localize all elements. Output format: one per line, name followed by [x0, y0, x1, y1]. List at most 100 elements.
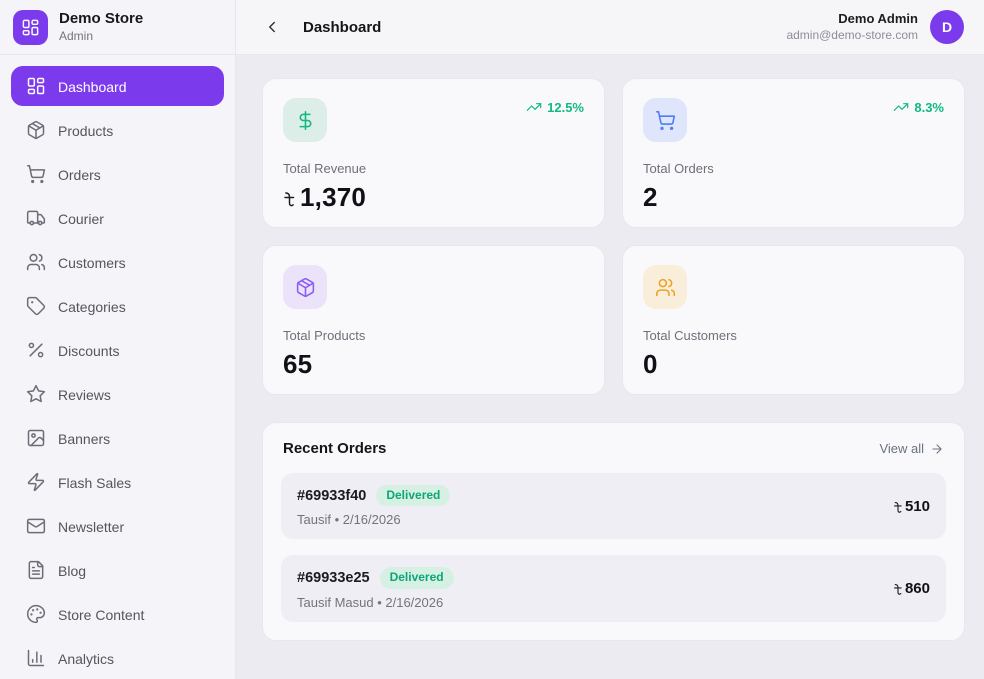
topbar: Dashboard Demo Admin admin@demo-store.co… — [236, 0, 984, 55]
stat-label: Total Orders — [643, 161, 714, 176]
order-meta: Tausif Masud • 2/16/2026 — [297, 594, 444, 610]
shopping-cart-icon — [655, 110, 676, 131]
trending-up-icon — [526, 99, 542, 115]
stat-value: 0 — [643, 349, 658, 379]
order-id: #69933e25 — [297, 570, 370, 587]
order-amount-value: 510 — [904, 497, 930, 515]
stat-card-total-products: Total Products 65 — [262, 245, 605, 395]
chevron-left-icon — [263, 18, 281, 36]
sidebar-item-products[interactable]: Products — [11, 110, 224, 150]
stat-icon-tile — [643, 98, 687, 142]
sidebar-item-courier[interactable]: Courier — [11, 198, 224, 238]
taka-symbol — [893, 583, 903, 596]
sidebar-item-label: Courier — [58, 210, 104, 227]
view-all-label: View all — [879, 441, 924, 456]
users-icon — [655, 277, 676, 298]
order-row[interactable]: #69933f40 Delivered Tausif • 2/16/2026 5… — [281, 473, 946, 540]
trend-value: 12.5% — [547, 99, 584, 115]
layout-dashboard-icon — [26, 76, 46, 96]
stats-grid: 12.5% Total Revenue 1,370 8.3% Total Ord… — [262, 78, 965, 395]
stat-icon-tile — [283, 265, 327, 309]
sidebar-item-label: Products — [58, 122, 114, 139]
stat-value: 2 — [643, 182, 658, 212]
stat-icon-tile — [283, 98, 327, 142]
trending-up-icon — [893, 99, 909, 115]
stat-card-total-orders: 8.3% Total Orders 2 — [622, 78, 965, 228]
layout-dashboard-icon — [21, 18, 40, 37]
sidebar-item-label: Blog — [58, 562, 87, 579]
sidebar-item-label: Newsletter — [58, 518, 125, 535]
order-row[interactable]: #69933e25 Delivered Tausif Masud • 2/16/… — [281, 555, 946, 622]
dashboard-content: 12.5% Total Revenue 1,370 8.3% Total Ord… — [236, 55, 984, 679]
sidebar-item-label: Dashboard — [58, 78, 127, 95]
zap-icon — [26, 472, 46, 492]
status-badge: Delivered — [376, 485, 451, 507]
dollar-sign-icon — [295, 110, 316, 131]
truck-icon — [26, 208, 46, 228]
user-name: Demo Admin — [838, 10, 918, 26]
order-meta: Tausif • 2/16/2026 — [297, 512, 401, 528]
view-all-button[interactable]: View all — [879, 441, 944, 456]
sidebar-item-banners[interactable]: Banners — [11, 418, 224, 458]
order-amount: 510 — [893, 498, 930, 515]
taka-symbol — [283, 191, 296, 208]
users-icon — [26, 252, 46, 272]
stat-card-total-customers: Total Customers 0 — [622, 245, 965, 395]
stat-card-total-revenue: 12.5% Total Revenue 1,370 — [262, 78, 605, 228]
mail-icon — [26, 516, 46, 536]
palette-icon — [26, 604, 46, 624]
brand: Demo Store Admin — [0, 0, 235, 55]
sidebar-item-flash-sales[interactable]: Flash Sales — [11, 462, 224, 502]
status-badge: Delivered — [379, 567, 454, 589]
back-button[interactable] — [258, 13, 286, 41]
stat-value: 65 — [283, 349, 313, 379]
trend-value: 8.3% — [914, 99, 944, 115]
brand-name: Demo Store — [59, 10, 144, 28]
sidebar-item-label: Discounts — [58, 342, 120, 359]
sidebar-nav: Dashboard Products Orders Courier Custom… — [0, 55, 235, 679]
percent-icon — [26, 340, 46, 360]
trend-badge: 12.5% — [526, 99, 584, 115]
user-info: Demo Admin admin@demo-store.com — [786, 11, 918, 43]
recent-orders-card: Recent Orders View all #69933f40 Deliver… — [262, 422, 965, 641]
bar-chart-icon — [26, 648, 46, 668]
sidebar-item-analytics[interactable]: Analytics — [11, 638, 224, 678]
package-icon — [26, 120, 46, 140]
stat-label: Total Products — [283, 328, 366, 343]
sidebar: Demo Store Admin Dashboard Products Orde… — [0, 0, 236, 679]
order-id: #69933f40 — [297, 487, 367, 504]
stat-value: 1,370 — [300, 182, 367, 212]
brand-logo — [13, 9, 48, 45]
avatar[interactable]: D — [930, 10, 964, 44]
sidebar-item-blog[interactable]: Blog — [11, 550, 224, 590]
sidebar-item-label: Orders — [58, 166, 101, 183]
sidebar-item-orders[interactable]: Orders — [11, 154, 224, 194]
recent-orders-title: Recent Orders — [283, 440, 387, 457]
sidebar-item-discounts[interactable]: Discounts — [11, 330, 224, 370]
order-amount: 860 — [893, 580, 930, 597]
stat-icon-tile — [643, 265, 687, 309]
package-icon — [295, 277, 316, 298]
sidebar-item-label: Analytics — [58, 650, 115, 667]
trend-badge: 8.3% — [893, 99, 944, 115]
tag-icon — [26, 296, 46, 316]
main-area: Dashboard Demo Admin admin@demo-store.co… — [236, 0, 984, 679]
taka-symbol — [893, 501, 903, 514]
sidebar-item-label: Reviews — [58, 386, 111, 403]
sidebar-item-reviews[interactable]: Reviews — [11, 374, 224, 414]
sidebar-item-label: Categories — [58, 298, 126, 315]
page-title: Dashboard — [303, 18, 382, 36]
sidebar-item-dashboard[interactable]: Dashboard — [11, 66, 224, 106]
image-icon — [26, 428, 46, 448]
sidebar-item-newsletter[interactable]: Newsletter — [11, 506, 224, 546]
sidebar-item-categories[interactable]: Categories — [11, 286, 224, 326]
sidebar-item-customers[interactable]: Customers — [11, 242, 224, 282]
star-icon — [26, 384, 46, 404]
order-amount-value: 860 — [904, 580, 930, 598]
stat-label: Total Revenue — [283, 161, 367, 176]
brand-subtitle: Admin — [59, 29, 94, 44]
user-email: admin@demo-store.com — [786, 27, 918, 42]
sidebar-item-label: Customers — [58, 254, 126, 271]
sidebar-item-label: Flash Sales — [58, 474, 132, 491]
sidebar-item-store-content[interactable]: Store Content — [11, 594, 224, 634]
